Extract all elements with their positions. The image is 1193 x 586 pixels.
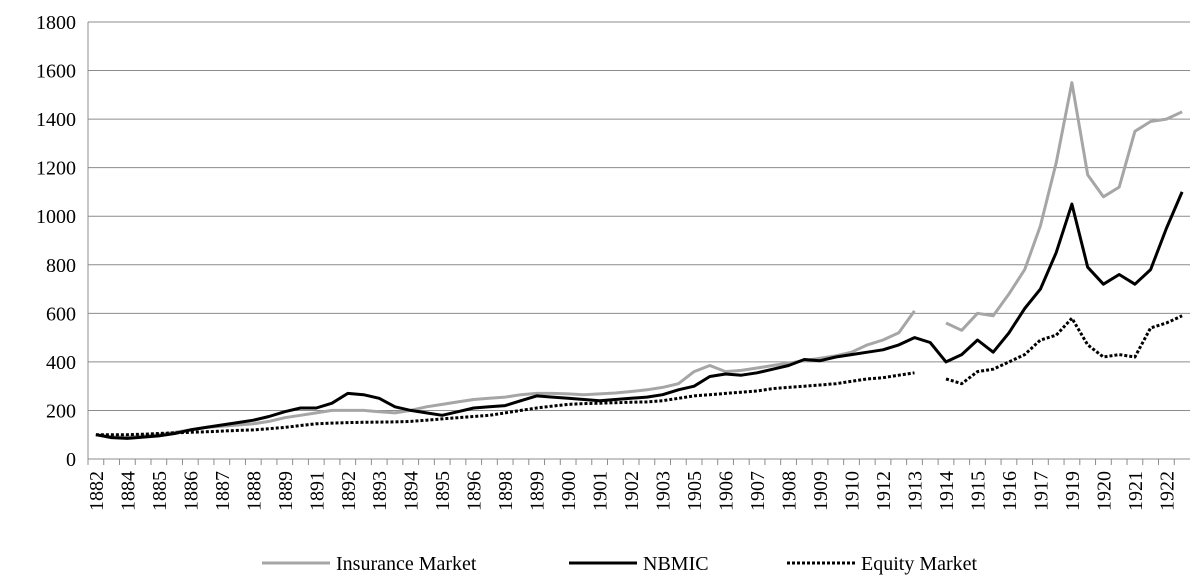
y-tick-label: 600	[46, 303, 76, 325]
x-tick-label: 1922	[1156, 471, 1178, 511]
series-line	[95, 81, 1183, 439]
x-tick-label: 1894	[401, 471, 423, 511]
y-tick-label: 1800	[36, 12, 76, 34]
y-tick-label: 1000	[36, 206, 76, 228]
x-tick-label: 1891	[306, 471, 328, 511]
x-tick-label: 1892	[338, 471, 360, 511]
x-tick-label: 1896	[464, 471, 486, 511]
legend-label: NBMIC	[643, 553, 709, 575]
x-tick-label: 1913	[905, 471, 927, 511]
x-tick-label: 1920	[1093, 471, 1115, 511]
y-tick-label: 0	[66, 449, 76, 471]
x-tick-label: 1893	[369, 471, 391, 511]
x-tick-label: 1882	[86, 471, 108, 511]
x-tick-label: 1914	[936, 471, 958, 511]
legend-label: Insurance Market	[336, 553, 477, 575]
y-tick-label: 400	[46, 352, 76, 374]
x-tick-label: 1910	[842, 471, 864, 511]
series-line	[95, 191, 1184, 440]
x-tick-label: 1912	[873, 471, 895, 511]
x-tick-label: 1921	[1125, 471, 1147, 511]
x-tick-label: 1900	[558, 471, 580, 511]
x-tick-label: 1919	[1062, 471, 1084, 511]
x-tick-label: 1915	[967, 471, 989, 511]
y-tick-label: 1200	[36, 158, 76, 180]
y-tick-label: 200	[46, 400, 76, 422]
y-tick-label: 1400	[36, 109, 76, 131]
x-tick-label: 1909	[810, 471, 832, 511]
legend-label: Equity Market	[861, 553, 978, 575]
x-tick-label: 1916	[999, 471, 1021, 511]
x-tick-label: 1895	[432, 471, 454, 511]
x-tick-label: 1902	[621, 471, 643, 511]
x-tick-label: 1898	[495, 471, 517, 511]
x-tick-label: 1889	[275, 471, 297, 511]
x-tick-label: 1908	[779, 471, 801, 511]
series-line	[95, 314, 1183, 437]
x-tick-label: 1905	[684, 471, 706, 511]
x-tick-label: 1901	[590, 471, 612, 511]
x-tick-label: 1888	[243, 471, 265, 511]
x-tick-label: 1899	[527, 471, 549, 511]
y-tick-label: 1600	[36, 61, 76, 83]
y-tick-label: 800	[46, 255, 76, 277]
x-tick-label: 1886	[180, 471, 202, 511]
x-tick-label: 1885	[149, 471, 171, 511]
x-tick-label: 1887	[212, 471, 234, 511]
x-tick-label: 1906	[716, 471, 738, 511]
x-tick-label: 1903	[653, 471, 675, 511]
x-tick-label: 1907	[747, 471, 769, 511]
x-tick-label: 1884	[117, 471, 139, 511]
x-tick-label: 1917	[1030, 471, 1052, 511]
